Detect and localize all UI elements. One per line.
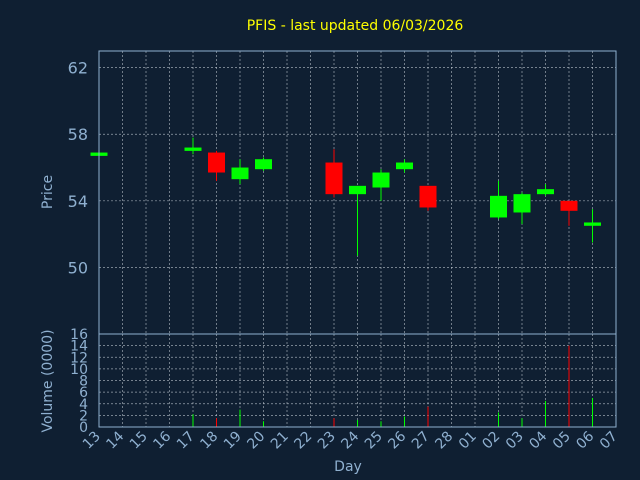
volume-tick-label: 14 xyxy=(70,339,88,355)
x-tick-label: 06 xyxy=(573,428,597,452)
x-tick-label: 16 xyxy=(150,428,174,452)
candle xyxy=(537,184,554,196)
candle-body xyxy=(349,185,366,195)
x-tick-label: 21 xyxy=(268,429,292,453)
x-tick-label: 05 xyxy=(550,429,574,453)
candle xyxy=(419,185,437,211)
volume-tick-label: 16 xyxy=(70,327,88,343)
price-tick-label: 50 xyxy=(68,258,88,277)
candle xyxy=(255,157,272,171)
candle xyxy=(325,149,343,198)
x-tick-label: 02 xyxy=(479,429,503,453)
x-tick-label: 15 xyxy=(127,429,151,453)
candle-body xyxy=(325,162,343,195)
volume-tick-label: 4 xyxy=(79,397,88,413)
price-tick-label: 62 xyxy=(68,59,88,78)
candle-body xyxy=(184,147,202,151)
x-tick-label: 18 xyxy=(197,429,221,453)
x-axis-label: Day xyxy=(334,459,362,475)
candle xyxy=(584,209,601,243)
candle-body xyxy=(513,194,531,213)
candle xyxy=(396,159,413,173)
x-tick-label: 03 xyxy=(503,429,527,453)
candle-body xyxy=(208,152,225,173)
candle xyxy=(490,180,507,220)
volume-tick-label: 12 xyxy=(70,350,88,366)
x-tick-label: 20 xyxy=(244,429,268,453)
chart-title: PFIS - last updated 06/03/2026 xyxy=(247,18,464,34)
x-tick-label: 27 xyxy=(409,429,433,453)
price-tick-label: 58 xyxy=(68,125,88,144)
x-axis: 13 14 15 16 17 18 19 20 21 22 23 24 25 26 27 28 01 02 03 04… xyxy=(80,428,621,452)
candle-body xyxy=(419,185,437,208)
candle-body xyxy=(231,167,249,180)
x-tick-label: 23 xyxy=(315,429,339,453)
candle xyxy=(184,137,202,155)
x-tick-label: 26 xyxy=(385,428,409,452)
volume-tick-label: 8 xyxy=(79,374,88,390)
candle-body xyxy=(255,159,272,170)
x-tick-label: 01 xyxy=(456,429,480,453)
candle-body xyxy=(490,195,507,218)
x-tick-label: 17 xyxy=(174,429,198,453)
volume-axis-label: Volume (0000) xyxy=(40,329,56,432)
candle xyxy=(560,200,578,226)
x-tick-label: 19 xyxy=(221,429,245,453)
price-tick-label: 54 xyxy=(68,192,88,211)
x-tick-label: 24 xyxy=(338,428,362,452)
x-tick-label: 22 xyxy=(291,429,315,453)
volume-tick-label: 2 xyxy=(79,408,88,424)
candle xyxy=(513,192,531,225)
x-tick-label: 04 xyxy=(526,428,550,452)
candle-body xyxy=(584,222,601,226)
candle xyxy=(372,169,390,201)
x-tick-label: 25 xyxy=(362,429,386,453)
x-tick-label: 14 xyxy=(103,428,127,452)
candle-body xyxy=(560,200,578,211)
candle-body xyxy=(537,189,554,195)
volume-tick-label: 0 xyxy=(79,420,88,436)
volume-panel-frame xyxy=(98,333,617,428)
candle-body xyxy=(372,172,390,188)
x-tick-label: 07 xyxy=(597,429,621,453)
price-axis-label: Price xyxy=(40,175,56,209)
candle-body xyxy=(396,162,413,170)
candle xyxy=(208,150,225,181)
x-tick-label: 28 xyxy=(432,429,456,453)
candle xyxy=(231,159,249,185)
volume-tick-label: 10 xyxy=(70,362,88,378)
candle xyxy=(349,185,366,256)
price-panel: 50 54 58 62 Price xyxy=(40,50,617,335)
volume-tick-label: 6 xyxy=(79,385,88,401)
